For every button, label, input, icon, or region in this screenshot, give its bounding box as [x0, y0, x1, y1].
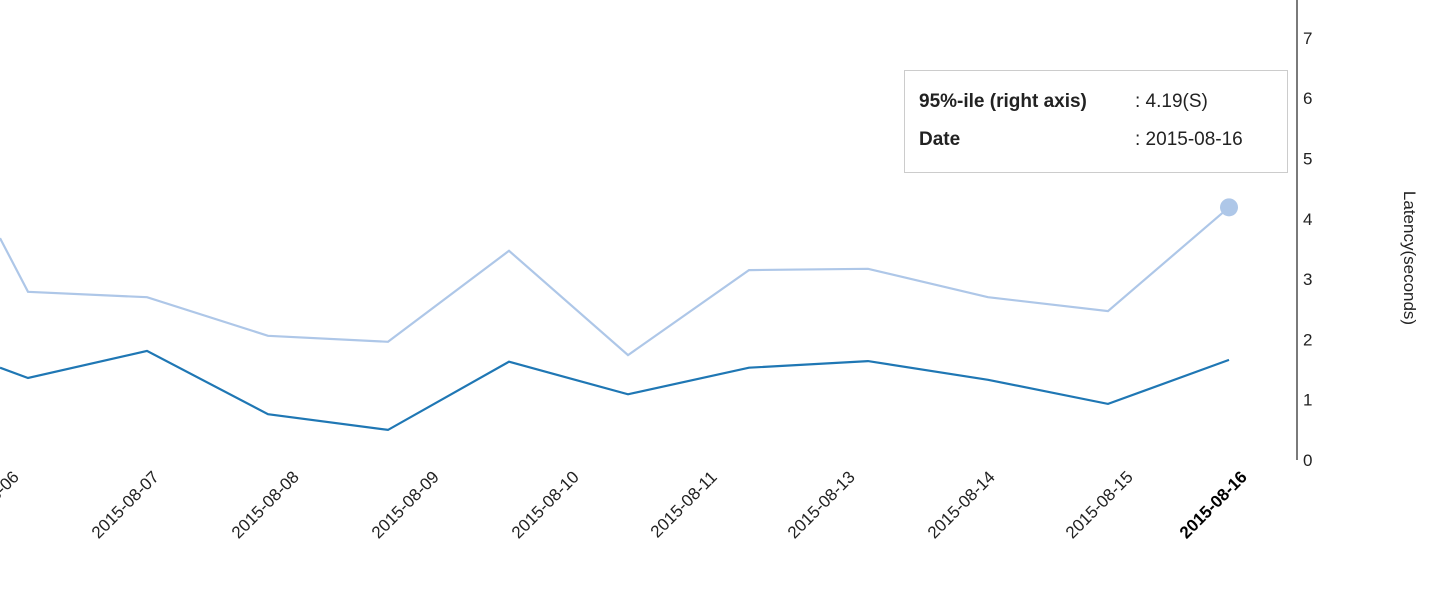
y-tick-label: 7: [1303, 29, 1312, 48]
x-tick-label: 2015-08-06: [0, 467, 23, 542]
highlight-point: [1220, 198, 1238, 217]
x-tick-label: 2015-08-09: [368, 467, 443, 542]
y-tick-label: 5: [1303, 150, 1312, 169]
tooltip-value: : 4.19(S): [1135, 91, 1208, 112]
x-tick-label: 2015-08-16: [1176, 467, 1251, 542]
x-tick-label: 2015-08-07: [88, 467, 163, 542]
series-line-1: [0, 349, 1230, 432]
y-axis-label: Latency(seconds): [1400, 191, 1419, 325]
tooltip-row-date: Date : 2015-08-16: [919, 129, 1243, 151]
y-tick-label: 6: [1303, 89, 1312, 108]
y-tick-label: 1: [1303, 391, 1312, 410]
x-tick-label: 2015-08-15: [1062, 467, 1137, 542]
x-tick-label: 2015-08-11: [647, 467, 721, 541]
tooltip-key: Date: [919, 129, 961, 150]
tooltip-row-value: 95%-ile (right axis) : 4.19(S): [919, 91, 1208, 113]
tooltip-value: : 2015-08-16: [1135, 129, 1243, 150]
x-tick-label: 2015-08-13: [784, 467, 859, 542]
x-tick-label: 2015-08-10: [508, 467, 583, 542]
y-tick-label: 0: [1303, 451, 1312, 470]
y-tick-label: 2: [1303, 330, 1312, 349]
series-line-0: [0, 206, 1230, 357]
x-tick-label: 2015-08-14: [924, 467, 999, 542]
tooltip-key: 95%-ile (right axis): [919, 91, 1087, 112]
y-tick-label: 3: [1303, 270, 1312, 289]
tooltip: 95%-ile (right axis) : 4.19(S) Date : 20…: [904, 70, 1288, 173]
x-tick-label: 2015-08-08: [228, 467, 303, 542]
y-tick-label: 4: [1303, 210, 1312, 229]
